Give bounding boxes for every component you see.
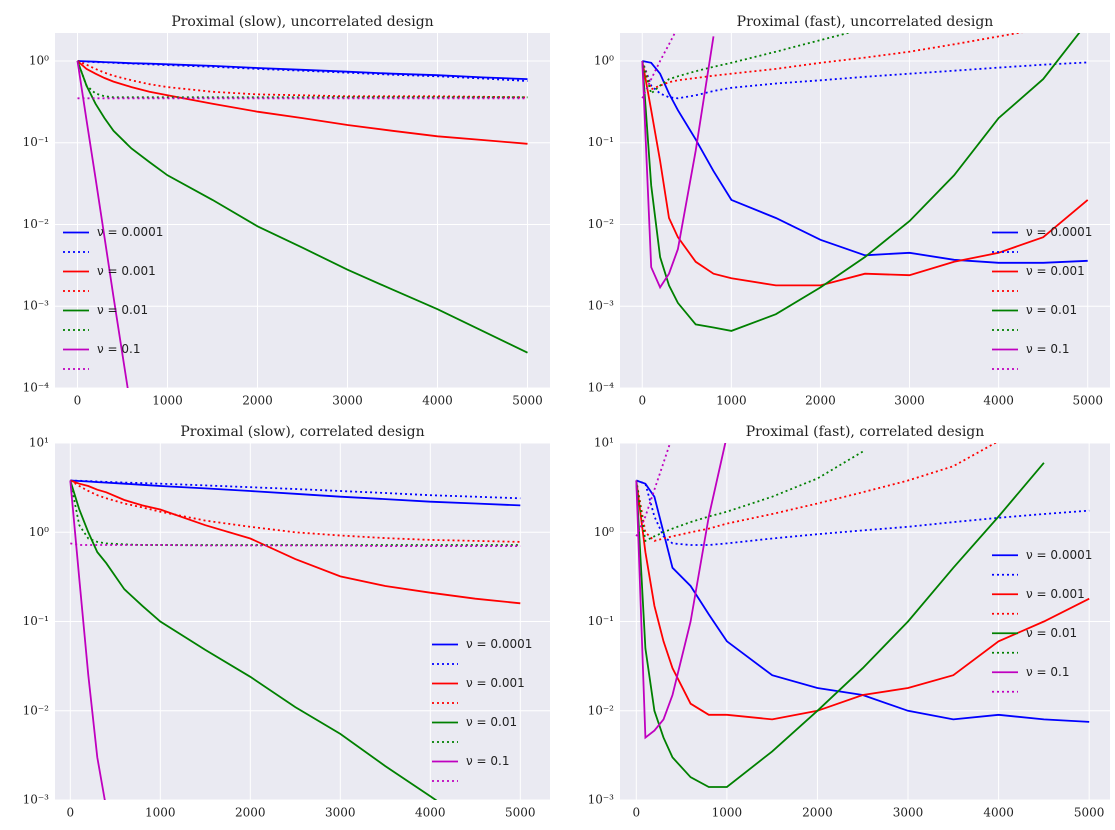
y-tick-label: 10⁻⁴ xyxy=(588,381,615,395)
y-tick-label: 10¹ xyxy=(29,436,49,450)
legend-label: ν = 0.0001 xyxy=(97,225,163,239)
x-tick-label: 2000 xyxy=(242,394,273,408)
series-group xyxy=(641,33,1089,332)
legend-label: ν = 0.01 xyxy=(466,715,517,729)
x-tick-label: 3000 xyxy=(332,394,363,408)
y-tick-label: 10⁰ xyxy=(29,525,49,539)
legend-label: ν = 0.1 xyxy=(1026,665,1069,679)
series-line xyxy=(635,480,1090,721)
chart-title: Proximal (fast), correlated design xyxy=(746,424,985,440)
legend-label: ν = 0.1 xyxy=(1026,342,1069,356)
series-line xyxy=(77,60,528,99)
legend-label: ν = 0.01 xyxy=(97,303,148,317)
series-line xyxy=(635,450,864,543)
series-line xyxy=(76,60,528,145)
y-tick-label: 10⁻³ xyxy=(23,299,50,313)
x-tick-label: 1000 xyxy=(145,806,176,820)
y-tick-label: 10⁻³ xyxy=(588,793,615,807)
plot-area xyxy=(620,33,1110,388)
x-tick-label: 4000 xyxy=(983,394,1014,408)
series-line xyxy=(69,480,438,800)
legend-label: ν = 0.0001 xyxy=(1026,225,1092,239)
series-line xyxy=(69,479,521,543)
x-tick-label: 5000 xyxy=(505,806,536,820)
series-line xyxy=(636,479,1090,546)
y-tick-label: 10⁻¹ xyxy=(23,614,49,628)
x-tick-label: 2000 xyxy=(235,806,266,820)
y-tick-label: 10⁰ xyxy=(594,53,614,67)
x-tick-label: 0 xyxy=(66,806,74,820)
x-tick-label: 0 xyxy=(638,394,646,408)
series-group xyxy=(69,479,521,800)
x-tick-label: 2000 xyxy=(802,806,833,820)
legend-label: ν = 0.01 xyxy=(1026,626,1077,640)
series-line xyxy=(635,443,672,537)
series-line xyxy=(641,33,1081,332)
legend-label: ν = 0.001 xyxy=(1026,264,1085,278)
series-line xyxy=(641,33,852,96)
series-line xyxy=(641,33,676,99)
y-tick-label: 10⁻² xyxy=(23,217,50,231)
x-tick-label: 3000 xyxy=(893,806,924,820)
x-tick-label: 2000 xyxy=(805,394,836,408)
x-tick-label: 5000 xyxy=(1074,806,1105,820)
y-tick-label: 10⁻² xyxy=(23,703,50,717)
series-line xyxy=(70,479,521,507)
series-line xyxy=(635,443,998,542)
x-tick-label: 4000 xyxy=(422,394,453,408)
x-tick-label: 4000 xyxy=(415,806,446,820)
series-line xyxy=(635,462,1045,788)
series-line xyxy=(76,60,129,388)
x-tick-label: 3000 xyxy=(325,806,356,820)
x-tick-label: 1000 xyxy=(712,806,743,820)
x-tick-label: 1000 xyxy=(152,394,183,408)
y-tick-label: 10¹ xyxy=(594,436,614,450)
plot-area xyxy=(55,33,550,388)
legend-label: ν = 0.001 xyxy=(466,676,525,690)
chart-title: Proximal (slow), uncorrelated design xyxy=(171,14,433,30)
chart-title: Proximal (fast), uncorrelated design xyxy=(737,14,994,30)
y-tick-label: 10⁰ xyxy=(29,53,49,67)
legend-label: ν = 0.001 xyxy=(1026,587,1085,601)
y-tick-label: 10⁻¹ xyxy=(23,135,49,149)
y-tick-label: 10⁻³ xyxy=(23,793,50,807)
series-line xyxy=(69,480,521,546)
series-line xyxy=(636,479,1090,723)
y-tick-label: 10⁰ xyxy=(594,525,614,539)
x-tick-label: 4000 xyxy=(983,806,1014,820)
x-tick-label: 5000 xyxy=(512,394,543,408)
legend-label: ν = 0.0001 xyxy=(1026,548,1092,562)
x-tick-label: 3000 xyxy=(894,394,925,408)
legend-label: ν = 0.0001 xyxy=(466,637,532,651)
x-tick-label: 0 xyxy=(632,806,640,820)
x-tick-label: 5000 xyxy=(1072,394,1103,408)
series-line xyxy=(635,443,727,740)
x-tick-label: 0 xyxy=(74,394,82,408)
series-line xyxy=(641,60,1088,100)
series-line xyxy=(76,60,528,354)
x-tick-label: 1000 xyxy=(716,394,747,408)
series-line xyxy=(641,36,715,290)
y-tick-label: 10⁻¹ xyxy=(588,614,614,628)
y-tick-label: 10⁻³ xyxy=(588,299,615,313)
y-tick-label: 10⁻¹ xyxy=(588,135,614,149)
series-group xyxy=(635,443,1090,788)
legend-label: ν = 0.1 xyxy=(466,754,509,768)
series-line xyxy=(642,60,1088,264)
series-line xyxy=(641,60,1089,287)
legend-label: ν = 0.01 xyxy=(1026,303,1077,317)
series-group xyxy=(76,60,528,388)
chart-title: Proximal (slow), correlated design xyxy=(180,424,424,440)
y-tick-label: 10⁻⁴ xyxy=(23,381,50,395)
legend-label: ν = 0.001 xyxy=(97,264,156,278)
legend-label: ν = 0.1 xyxy=(97,342,140,356)
series-line xyxy=(69,480,106,800)
series-line xyxy=(77,60,528,80)
series-line xyxy=(69,479,521,605)
y-tick-label: 10⁻² xyxy=(588,703,615,717)
y-tick-label: 10⁻² xyxy=(588,217,615,231)
